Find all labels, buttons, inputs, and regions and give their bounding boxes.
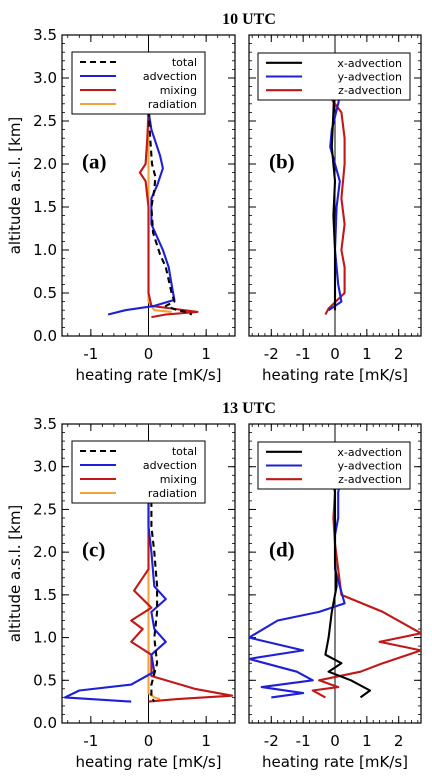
legend-label: x-advection [337, 57, 402, 70]
x-tick-label: -1 [83, 345, 98, 363]
series-line-mixing [130, 500, 234, 703]
y-tick-label: 1.0 [33, 241, 57, 259]
x-tick-label: 2 [394, 345, 404, 363]
panel-label: (b) [269, 149, 295, 173]
series-line-advection [107, 110, 176, 316]
y-tick-label: 0.5 [33, 284, 57, 302]
panel-label: (a) [82, 149, 107, 173]
x-tick-label: -1 [83, 732, 98, 750]
y-tick-label: 2.5 [33, 500, 57, 518]
x-tick-label: 0 [144, 732, 154, 750]
legend-label: total [172, 56, 197, 69]
series-line-x-advection [324, 458, 372, 699]
panel-1: 0.0 0.5 1.0 1.5 2.0 2.5 3.0 3.5 -1 0 1 heating rate… [6, 11, 276, 384]
panel-label: (c) [82, 537, 105, 561]
x-tick-label: -2 [264, 732, 279, 750]
y-tick-label: 0.0 [33, 714, 57, 732]
y-tick-label: 3.5 [33, 415, 57, 433]
panel-title: 10 UTC [222, 11, 276, 28]
y-tick-label: 3.0 [33, 458, 57, 476]
x-tick-label: -1 [296, 732, 311, 750]
legend-label: total [172, 445, 197, 458]
panel-3: 0.0 0.5 1.0 1.5 2.0 2.5 3.0 3.5 -1 0 1 heating rate… [6, 400, 276, 771]
series-line-z-advection [311, 457, 421, 699]
legend-label: y-advection [338, 460, 402, 473]
y-tick-label: 2.0 [33, 543, 57, 561]
y-tick-label: 1.0 [33, 629, 57, 647]
legend-label: mixing [160, 84, 197, 97]
panel-label: (d) [269, 537, 295, 561]
legend-label: y-advection [338, 71, 402, 84]
legend-label: mixing [160, 473, 197, 486]
legend-label: z-advection [338, 473, 402, 486]
x-tick-label: 1 [201, 345, 211, 363]
series-line-x-advection [330, 69, 337, 311]
series-line-z-advection [324, 69, 346, 315]
y-tick-label: 3.5 [33, 26, 57, 44]
y-axis-title: altitude a.s.l. [km] [6, 117, 24, 255]
legend-label: radiation [148, 487, 197, 500]
y-tick-label: 2.0 [33, 155, 57, 173]
panel-2: -2 -1 0 1 2 heating rate [mK/s] (b) x-advection… [248, 34, 422, 384]
y-tick-label: 0.0 [33, 327, 57, 345]
panel-title: 13 UTC [222, 400, 276, 417]
series-line-mixing [138, 110, 199, 319]
series-line-advection [63, 500, 167, 703]
x-tick-label: 2 [394, 732, 404, 750]
series-line-total [147, 110, 193, 316]
x-axis-title: heating rate [mK/s] [262, 366, 408, 384]
x-tick-label: 1 [201, 732, 211, 750]
panel-4: -2 -1 0 1 2 heating rate [mK/s] (d) x-advection… [248, 423, 422, 771]
y-tick-label: 1.5 [33, 586, 57, 604]
legend-label: radiation [148, 98, 197, 111]
x-tick-label: 0 [330, 732, 340, 750]
legend-label: x-advection [337, 446, 402, 459]
legend-label: z-advection [338, 84, 402, 97]
x-tick-label: 1 [362, 345, 372, 363]
y-tick-label: 0.5 [33, 671, 57, 689]
x-tick-label: 1 [362, 732, 372, 750]
x-tick-label: -2 [264, 345, 279, 363]
y-tick-label: 3.0 [33, 69, 57, 87]
series-line-total [150, 500, 159, 703]
x-tick-label: 0 [144, 345, 154, 363]
x-tick-label: -1 [296, 345, 311, 363]
legend-label: advection [143, 459, 197, 472]
x-axis-title: heating rate [mK/s] [262, 753, 408, 771]
x-axis-title: heating rate [mK/s] [75, 753, 221, 771]
series-line-y-advection [249, 458, 346, 699]
y-axis-title: altitude a.s.l. [km] [6, 505, 24, 643]
y-tick-label: 1.5 [33, 198, 57, 216]
x-tick-label: 0 [330, 345, 340, 363]
series-line-y-advection [328, 69, 346, 312]
legend-label: advection [143, 70, 197, 83]
x-axis-title: heating rate [mK/s] [75, 366, 221, 384]
y-tick-label: 2.5 [33, 112, 57, 130]
